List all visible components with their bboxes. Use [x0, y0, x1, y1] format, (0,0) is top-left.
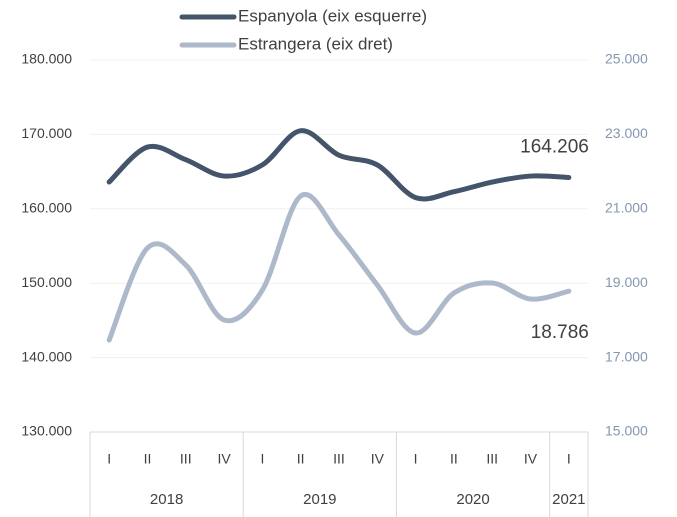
series-line: [106, 192, 572, 343]
group-label: 2021: [552, 491, 585, 508]
x-tick-label: II: [144, 451, 152, 467]
x-tick-label: IV: [217, 451, 231, 467]
x-tick-label: III: [180, 451, 192, 467]
legend-label: Espanyola (eix esquerre): [238, 6, 427, 25]
y2-tick-label: 25.000: [605, 51, 648, 67]
x-tick-label: II: [450, 451, 458, 467]
x-tick-label: III: [333, 451, 345, 467]
y2-tick-label: 21.000: [605, 200, 648, 216]
y-tick-label: 130.000: [21, 423, 72, 439]
x-tick-label: I: [260, 451, 264, 467]
y-tick-label: 170.000: [21, 125, 72, 141]
group-label: 2018: [150, 491, 183, 508]
y2-tick-label: 23.000: [605, 125, 648, 141]
group-label: 2019: [303, 491, 336, 508]
y2-tick-label: 15.000: [605, 423, 648, 439]
y2-tick-label: 19.000: [605, 274, 648, 290]
x-tick-label: II: [297, 451, 305, 467]
y-tick-label: 140.000: [21, 348, 72, 364]
x-tick-label: III: [486, 451, 498, 467]
x-tick-label: I: [414, 451, 418, 467]
value-label: 18.786: [531, 322, 589, 343]
legend-label: Estrangera (eix dret): [238, 34, 393, 53]
y-tick-label: 150.000: [21, 274, 72, 290]
y2-tick-label: 17.000: [605, 348, 648, 364]
value-label: 164.206: [520, 137, 589, 158]
x-tick-label: I: [567, 451, 571, 467]
x-tick-label: IV: [371, 451, 385, 467]
y-tick-label: 160.000: [21, 200, 72, 216]
series-line: [106, 128, 572, 202]
y-tick-label: 180.000: [21, 51, 72, 67]
x-tick-label: IV: [524, 451, 538, 467]
group-label: 2020: [456, 491, 489, 508]
x-tick-label: I: [107, 451, 111, 467]
